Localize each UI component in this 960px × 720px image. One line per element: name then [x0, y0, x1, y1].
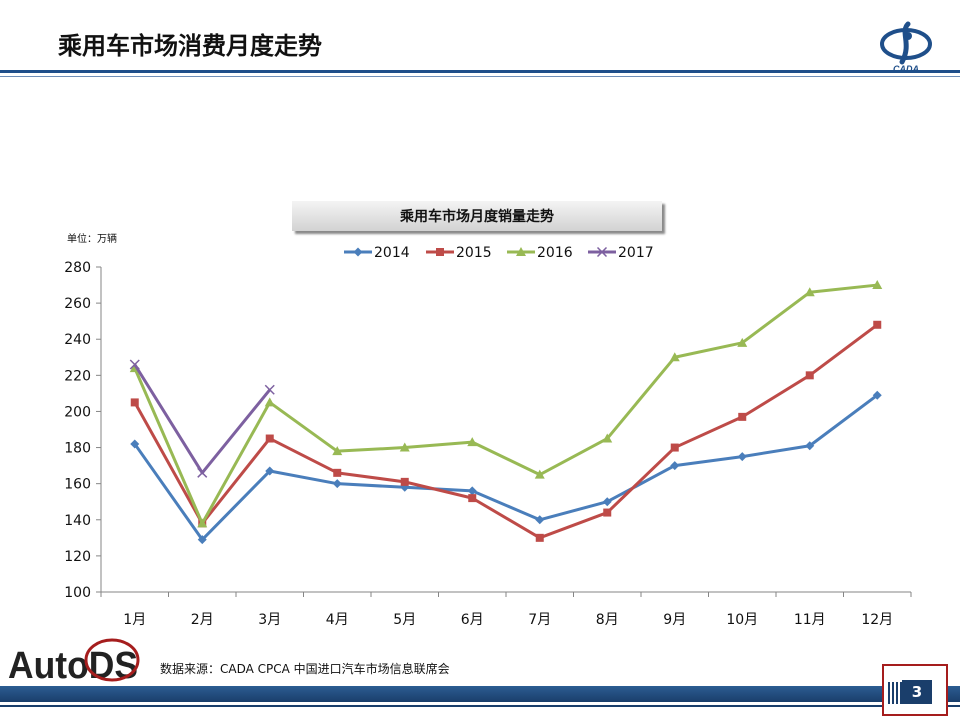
data-point-2016 [602, 433, 613, 443]
data-point-2016 [669, 352, 680, 362]
data-point-2014 [872, 390, 882, 400]
y-tick-label: 160 [64, 477, 91, 493]
legend-label-2017: 2017 [618, 245, 654, 261]
data-point-2014 [130, 439, 140, 449]
data-point-2014 [670, 461, 680, 471]
x-tick-label: 4月 [326, 612, 349, 628]
legend-marker-2015 [436, 248, 444, 256]
data-point-2014 [602, 497, 612, 507]
x-tick-label: 6月 [461, 612, 484, 628]
header-rule-thin [0, 76, 960, 77]
data-point-2015 [400, 477, 409, 486]
data-point-2016 [804, 287, 815, 297]
unit-label: 单位：万辆 [67, 234, 117, 245]
x-tick-label: 1月 [123, 612, 146, 628]
data-point-2016 [467, 437, 478, 447]
data-point-2016 [399, 442, 410, 452]
y-tick-label: 260 [64, 296, 91, 312]
x-tick-label: 8月 [596, 612, 619, 628]
data-point-2014 [332, 479, 342, 489]
y-tick-label: 280 [64, 260, 91, 276]
legend-marker-2014 [353, 247, 363, 257]
x-tick-label: 7月 [528, 612, 551, 628]
cada-logo: CADA [880, 21, 932, 74]
y-tick-label: 240 [64, 332, 91, 348]
x-tick-label: 5月 [393, 612, 416, 628]
legend-label-2014: 2014 [374, 245, 410, 261]
y-tick-label: 200 [64, 404, 91, 420]
source-note: 数据来源：CADA CPCA 中国进口汽车市场信息联席会 [160, 662, 450, 676]
data-point-2017 [197, 467, 208, 478]
page-title: 乘用车市场消费月度走势 [58, 32, 322, 60]
data-point-2016 [332, 446, 343, 456]
x-tick-label: 3月 [258, 612, 281, 628]
data-point-2015 [535, 533, 544, 542]
data-point-2015 [468, 494, 477, 503]
data-point-2016 [872, 280, 883, 290]
data-point-2014 [197, 535, 207, 545]
autods-logo: AutoDS [8, 638, 140, 687]
series-line-2014 [133, 393, 879, 542]
cada-logo-text: CADA [893, 64, 919, 74]
data-point-2015 [603, 508, 612, 517]
data-point-2016 [534, 469, 545, 479]
data-point-2015 [805, 371, 814, 380]
data-point-2015 [738, 412, 747, 421]
page-number: 3 [902, 680, 932, 704]
y-tick-label: 180 [64, 441, 91, 457]
legend-label-2015: 2015 [456, 245, 492, 261]
data-point-2015 [670, 443, 679, 452]
page-number-stripes [888, 682, 902, 704]
data-point-2014 [805, 441, 815, 451]
y-tick-label: 120 [64, 549, 91, 565]
data-point-2016 [264, 397, 275, 407]
y-tick-label: 220 [64, 368, 91, 384]
legend-marker-2017 [596, 246, 608, 258]
data-point-2015 [873, 320, 882, 329]
series-line-2015 [133, 323, 879, 540]
data-point-2014 [737, 452, 747, 462]
x-tick-label: 2月 [191, 612, 214, 628]
legend-marker-2016 [516, 247, 526, 256]
data-point-2014 [265, 466, 275, 476]
data-point-2014 [467, 486, 477, 496]
data-point-2017 [129, 359, 140, 370]
legend-label-2016: 2016 [537, 245, 573, 261]
data-point-2016 [197, 518, 208, 528]
footer-bar [0, 686, 960, 702]
y-tick-label: 100 [64, 585, 91, 601]
x-tick-label: 9月 [663, 612, 686, 628]
x-tick-label: 10月 [726, 612, 758, 628]
data-point-2014 [535, 515, 545, 525]
data-point-2015 [130, 398, 139, 407]
data-point-2016 [737, 337, 748, 347]
header-rule [0, 70, 960, 73]
y-tick-label: 140 [64, 513, 91, 529]
x-tick-label: 12月 [861, 612, 893, 628]
data-point-2015 [333, 468, 342, 477]
series-line-2016 [133, 283, 878, 525]
data-point-2015 [265, 434, 274, 443]
x-tick-label: 11月 [794, 612, 826, 628]
series-line-2017 [133, 363, 271, 475]
data-point-2017 [264, 384, 275, 395]
footer-rule [0, 705, 960, 707]
chart-title: 乘用车市场月度销量走势 [292, 201, 662, 231]
